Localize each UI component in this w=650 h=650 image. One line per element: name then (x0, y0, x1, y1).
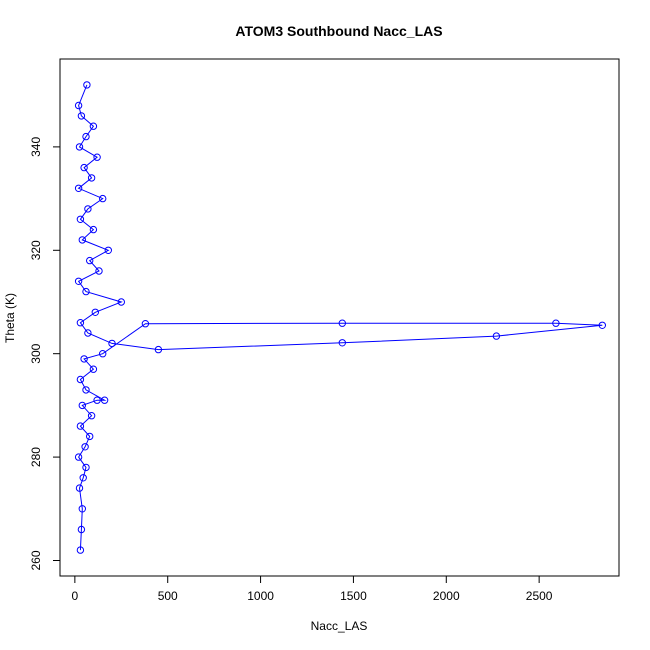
data-point (93, 153, 101, 161)
data-point (74, 184, 83, 193)
data-point (87, 412, 96, 420)
data-point (76, 422, 85, 430)
data-point (552, 319, 560, 327)
data-point (75, 143, 84, 151)
data-point (80, 355, 88, 363)
y-tick-label: 260 (29, 550, 43, 570)
data-point (76, 546, 85, 554)
data-point (598, 321, 606, 329)
x-tick-label: 500 (158, 589, 178, 603)
data-point (84, 329, 92, 337)
data-point (82, 287, 90, 296)
x-tick-label: 1500 (340, 589, 367, 603)
data-point (78, 401, 87, 410)
data-point (76, 319, 85, 327)
data-point (78, 505, 87, 513)
data-point (86, 256, 94, 265)
y-axis-label: Theta (K) (3, 293, 17, 343)
data-point (89, 225, 98, 234)
data-point (83, 81, 91, 89)
data-point (74, 453, 83, 461)
x-axis: 0 500 1000 1500 2000 2500 (72, 575, 553, 603)
series-line (77, 84, 603, 551)
y-tick-label: 300 (29, 343, 43, 363)
data-point (74, 101, 83, 110)
data-point (154, 345, 163, 354)
data-point (75, 484, 84, 492)
data-point (100, 396, 109, 404)
x-tick-label: 0 (72, 589, 79, 603)
data-point (76, 375, 85, 384)
data-point (89, 122, 98, 130)
data-point (93, 396, 101, 404)
data-point (77, 112, 86, 120)
x-tick-label: 1000 (247, 589, 274, 603)
y-tick-label: 340 (29, 137, 43, 157)
data-point (117, 298, 126, 306)
data-point (89, 365, 98, 373)
chart-title: ATOM3 Southbound Nacc_LAS (235, 23, 442, 39)
data-point (79, 474, 87, 482)
data-point (78, 236, 87, 244)
data-point (77, 525, 86, 534)
data-point (99, 194, 107, 203)
data-point (141, 320, 150, 328)
data-point (104, 246, 113, 255)
data-point (74, 277, 83, 285)
data-point (338, 319, 346, 327)
data-point (492, 332, 501, 340)
data-point (82, 386, 90, 394)
data-point (338, 339, 346, 347)
data-point (82, 463, 90, 472)
x-tick-label: 2000 (433, 589, 460, 603)
data-point (80, 163, 88, 172)
data-point (81, 443, 89, 451)
series-layer (74, 81, 606, 554)
y-axis: 260 280 300 320 340 (29, 137, 61, 571)
data-point (91, 308, 100, 316)
data-point (108, 339, 116, 348)
y-tick-label: 320 (29, 240, 43, 260)
x-axis-label: Nacc_LAS (311, 619, 368, 633)
data-point (76, 215, 85, 224)
data-point (86, 432, 94, 441)
data-point (99, 350, 107, 358)
data-point (95, 267, 103, 275)
data-point (87, 174, 96, 182)
x-tick-label: 2500 (526, 589, 553, 603)
data-point (82, 132, 90, 141)
y-tick-label: 280 (29, 447, 43, 467)
data-point (84, 205, 92, 213)
